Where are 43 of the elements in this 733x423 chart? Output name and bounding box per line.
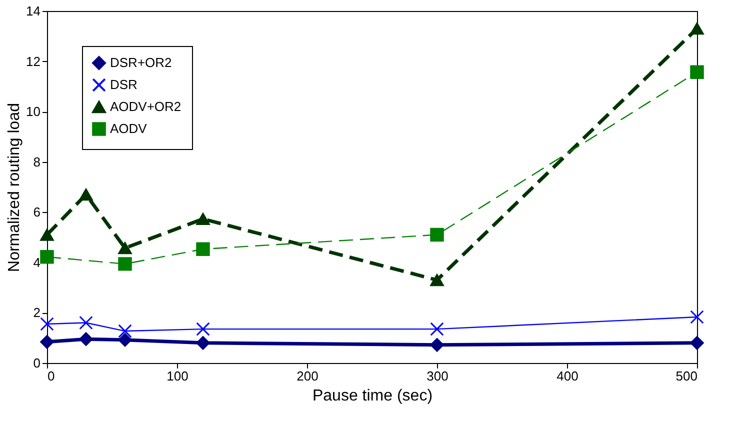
point: [79, 188, 93, 201]
point: [430, 338, 444, 352]
point: [196, 242, 210, 256]
point: [118, 324, 132, 338]
y-tick-label: 10: [26, 104, 40, 120]
point: [690, 65, 704, 79]
legend-label: DSR+OR2: [110, 55, 172, 70]
point: [118, 242, 132, 254]
y-tick-label: 0: [33, 356, 40, 370]
y-axis-title: Normalized routing load: [6, 103, 24, 272]
x-tick-label: 400: [556, 368, 578, 384]
y-tick-label: 4: [33, 254, 40, 270]
x-tick-label: 500: [676, 368, 698, 384]
point: [40, 317, 54, 331]
x-tick-label: 0: [48, 368, 55, 384]
point: [79, 316, 93, 330]
point: [690, 310, 704, 324]
point: [430, 322, 444, 336]
point: [118, 257, 132, 271]
point: [196, 336, 210, 350]
point: [690, 22, 704, 35]
legend-label: AODV: [110, 121, 148, 136]
x-tick-label: 100: [166, 368, 188, 384]
point: [40, 335, 54, 349]
point: [118, 332, 132, 347]
point: [430, 228, 444, 242]
y-tick-label: 2: [33, 305, 40, 320]
y-tick-label: 14: [26, 4, 40, 18]
point: [196, 212, 210, 225]
point: [196, 322, 210, 336]
point: [690, 336, 704, 350]
x-axis-title: Pause time (sec): [312, 388, 433, 404]
x-tick-label: 200: [296, 368, 318, 384]
legend-label: DSR: [110, 77, 138, 92]
y-tick-label: 12: [26, 54, 40, 69]
point: [40, 228, 54, 241]
y-tick-label: 6: [33, 204, 40, 220]
x-tick-label: 300: [426, 368, 448, 384]
point: [40, 250, 54, 264]
y-tick-label: 8: [33, 154, 40, 170]
point: [430, 274, 444, 286]
point: [79, 332, 93, 346]
legend-label: AODV+OR2: [110, 99, 182, 114]
